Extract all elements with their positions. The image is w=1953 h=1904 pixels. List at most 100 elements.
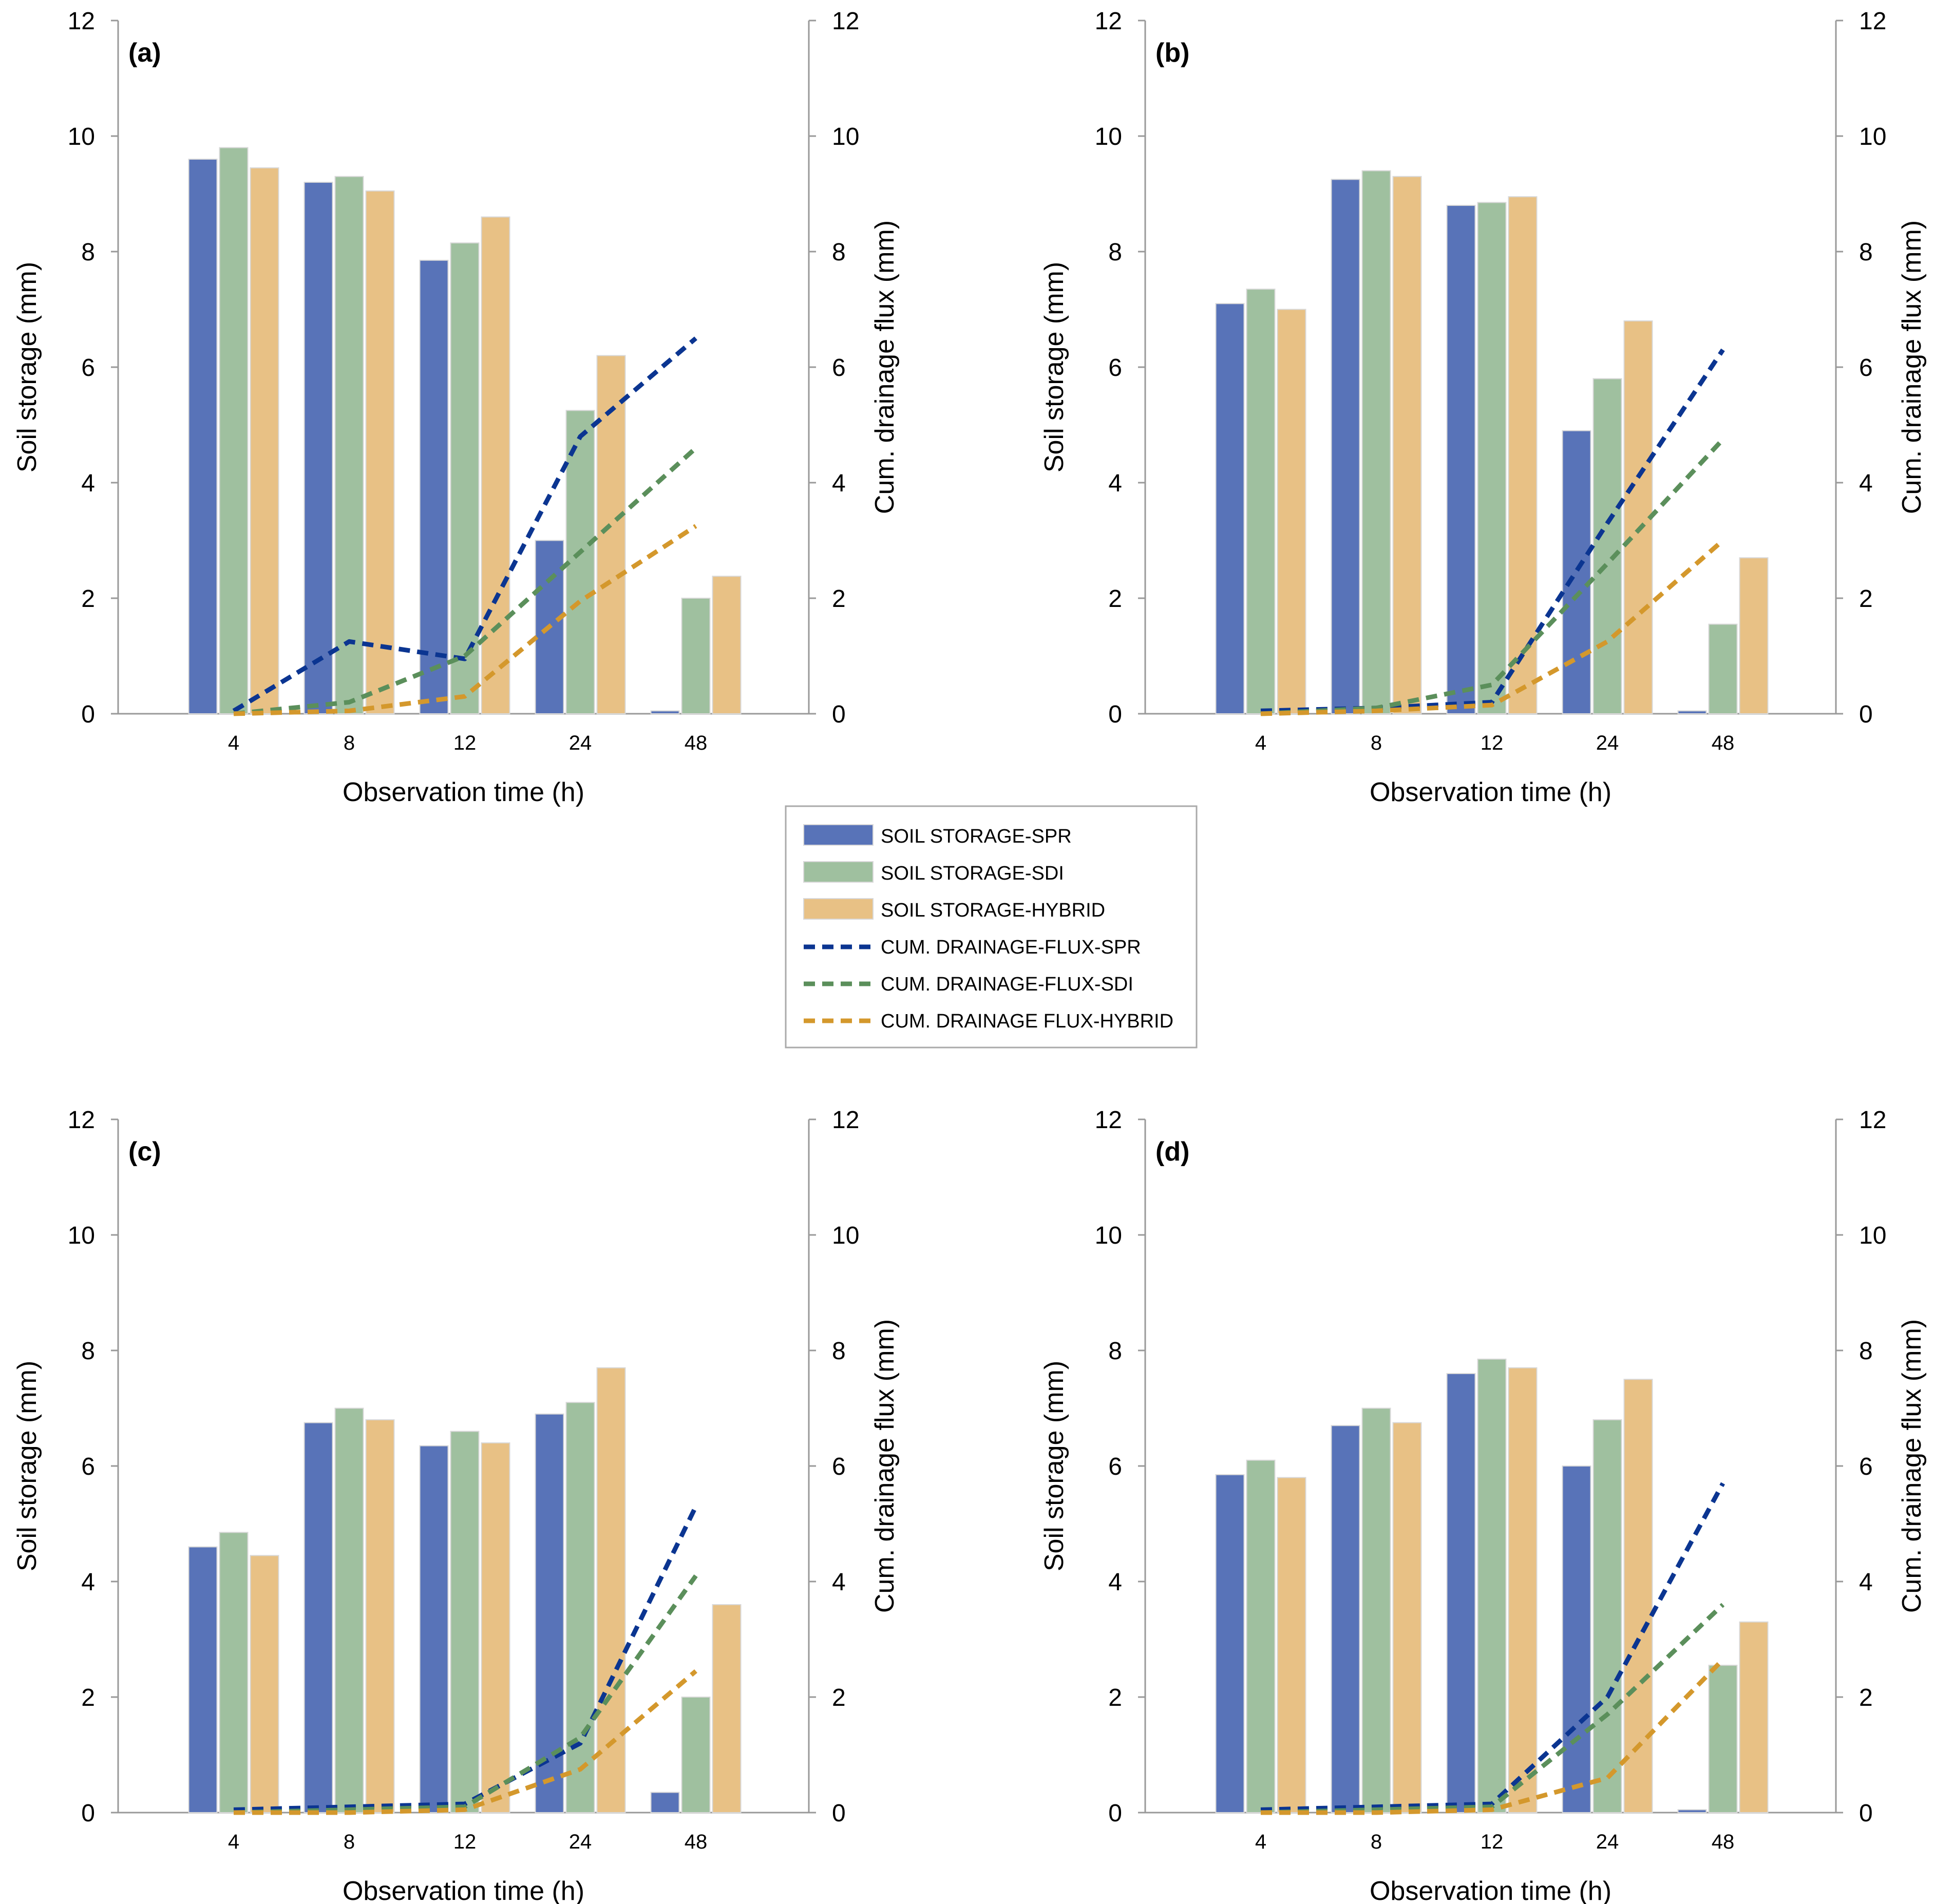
legend-label-cum-drainage-flux-sdi: CUM. DRAINAGE-FLUX-SDI [881, 974, 1133, 995]
x-tick-label: 12 [1481, 1831, 1504, 1853]
bar-soil-storage-spr-24 [535, 1413, 564, 1813]
x-axis-label: Observation time (h) [343, 777, 584, 807]
y2-axis-label: Cum. drainage flux (mm) [870, 1319, 900, 1613]
y2-tick-label: 8 [1859, 239, 1873, 266]
y2-tick-label: 0 [1859, 1800, 1873, 1827]
x-axis-label: Observation time (h) [343, 1876, 584, 1904]
legend: SOIL STORAGE-SPR SOIL STORAGE-SDI SOIL STO… [785, 805, 1198, 1049]
bar-soil-storage-sdi-48 [681, 1697, 711, 1813]
x-tick-label: 48 [1712, 1831, 1735, 1853]
x-tick-label: 4 [228, 1831, 239, 1853]
y-tick-label: 6 [81, 1453, 95, 1480]
bar-soil-storage-spr-48 [1677, 710, 1707, 714]
panel-label: (c) [128, 1137, 161, 1167]
y2-tick-label: 4 [832, 1569, 846, 1596]
y2-tick-label: 0 [1859, 701, 1873, 728]
y2-tick-label: 10 [832, 123, 859, 150]
bar-soil-storage-spr-48 [650, 710, 680, 714]
legend-swatch-soil-storage-hybrid [803, 898, 874, 920]
bar-soil-storage-spr-48 [1677, 1809, 1707, 1813]
y-tick-label: 4 [81, 470, 95, 497]
bar-soil-storage-spr-12 [1446, 1373, 1476, 1813]
bar-soil-storage-sdi-8 [334, 1407, 364, 1813]
line-cum-drainage-flux-spr [233, 1505, 698, 1812]
y-tick-label: 12 [68, 8, 95, 35]
bar-soil-storage-hybrid-24 [1623, 1379, 1653, 1813]
panel-label: (b) [1155, 38, 1189, 68]
x-tick-label: 24 [569, 732, 592, 754]
bar-soil-storage-sdi-24 [565, 410, 595, 714]
bar-soil-storage-hybrid-8 [365, 1419, 395, 1813]
legend-label-cum-drainage-flux-hybrid: CUM. DRAINAGE FLUX-HYBRID [881, 1011, 1173, 1032]
bar-soil-storage-spr-24 [1562, 430, 1591, 714]
line-cum-drainage-flux-hybrid [1260, 539, 1724, 716]
y-tick-label: 2 [1108, 1684, 1122, 1711]
y2-tick-label: 10 [1859, 123, 1886, 150]
bar-soil-storage-hybrid-4 [250, 167, 279, 714]
bar-soil-storage-sdi-4 [219, 1532, 249, 1813]
y-tick-label: 2 [81, 585, 95, 613]
line-cum-drainage-flux-hybrid [1261, 1658, 1725, 1815]
bar-soil-storage-hybrid-12 [481, 1442, 510, 1813]
x-tick-label: 12 [453, 732, 477, 754]
bar-soil-storage-spr-4 [1215, 1474, 1245, 1813]
y-tick-label: 4 [1108, 1569, 1122, 1596]
bar-soil-storage-spr-8 [304, 182, 333, 714]
x-tick-label: 4 [228, 732, 239, 754]
bar-soil-storage-sdi-48 [681, 598, 711, 714]
bar-soil-storage-hybrid-48 [1739, 557, 1769, 714]
x-tick-label: 4 [1255, 732, 1266, 754]
y2-tick-label: 4 [1859, 470, 1873, 497]
panel-label: (a) [128, 38, 161, 68]
x-tick-label: 24 [1596, 1831, 1619, 1853]
y2-tick-label: 12 [1859, 1107, 1886, 1134]
y2-tick-label: 6 [1859, 354, 1873, 382]
y2-tick-label: 8 [1859, 1338, 1873, 1365]
y2-tick-label: 0 [832, 701, 846, 728]
y2-tick-label: 10 [1859, 1222, 1886, 1249]
bar-soil-storage-spr-4 [1215, 303, 1245, 714]
bar-soil-storage-sdi-24 [1592, 378, 1622, 714]
legend-label-soil-storage-spr: SOIL STORAGE-SPR [881, 826, 1072, 847]
bar-soil-storage-spr-12 [419, 259, 449, 714]
x-tick-label: 12 [453, 1831, 477, 1853]
y2-tick-label: 6 [1859, 1453, 1873, 1480]
y-tick-label: 0 [1108, 1800, 1122, 1827]
y2-tick-label: 2 [1859, 1684, 1873, 1711]
bar-soil-storage-hybrid-48 [712, 1604, 742, 1813]
x-tick-label: 48 [685, 732, 708, 754]
y2-tick-label: 0 [832, 1800, 846, 1827]
y-tick-label: 0 [1108, 701, 1122, 728]
y2-tick-label: 12 [832, 8, 859, 35]
bar-soil-storage-hybrid-4 [1277, 1477, 1306, 1813]
bar-soil-storage-hybrid-4 [1277, 309, 1306, 714]
bar-soil-storage-hybrid-48 [712, 576, 742, 714]
bar-soil-storage-hybrid-8 [1392, 1422, 1422, 1813]
y-tick-label: 6 [1108, 354, 1122, 382]
bar-soil-storage-spr-48 [650, 1792, 680, 1813]
y-axis-label: Soil storage (mm) [1039, 1361, 1069, 1571]
y-tick-label: 8 [81, 239, 95, 266]
y-tick-label: 2 [81, 1684, 95, 1711]
x-tick-label: 8 [344, 1831, 355, 1853]
y-axis-label: Soil storage (mm) [12, 1361, 42, 1571]
y2-tick-label: 6 [832, 1453, 846, 1480]
bar-soil-storage-spr-8 [1331, 1425, 1360, 1813]
y-tick-label: 4 [1108, 470, 1122, 497]
bar-soil-storage-sdi-4 [1246, 1459, 1276, 1813]
bar-soil-storage-sdi-12 [450, 242, 480, 714]
y-tick-label: 12 [1095, 8, 1122, 35]
line-cum-drainage-flux-hybrid [234, 1669, 697, 1815]
x-tick-label: 8 [344, 732, 355, 754]
y-tick-label: 10 [1095, 123, 1122, 150]
x-tick-label: 48 [1712, 732, 1735, 754]
x-axis-label: Observation time (h) [1370, 1876, 1611, 1904]
y2-tick-label: 2 [832, 1684, 846, 1711]
bar-soil-storage-sdi-12 [1477, 202, 1507, 714]
bar-soil-storage-hybrid-4 [250, 1555, 279, 1813]
y2-axis-label: Cum. drainage flux (mm) [1897, 220, 1927, 514]
bar-soil-storage-spr-8 [1331, 179, 1360, 714]
line-cum-drainage-flux-sdi [233, 446, 698, 716]
x-tick-label: 8 [1371, 732, 1382, 754]
